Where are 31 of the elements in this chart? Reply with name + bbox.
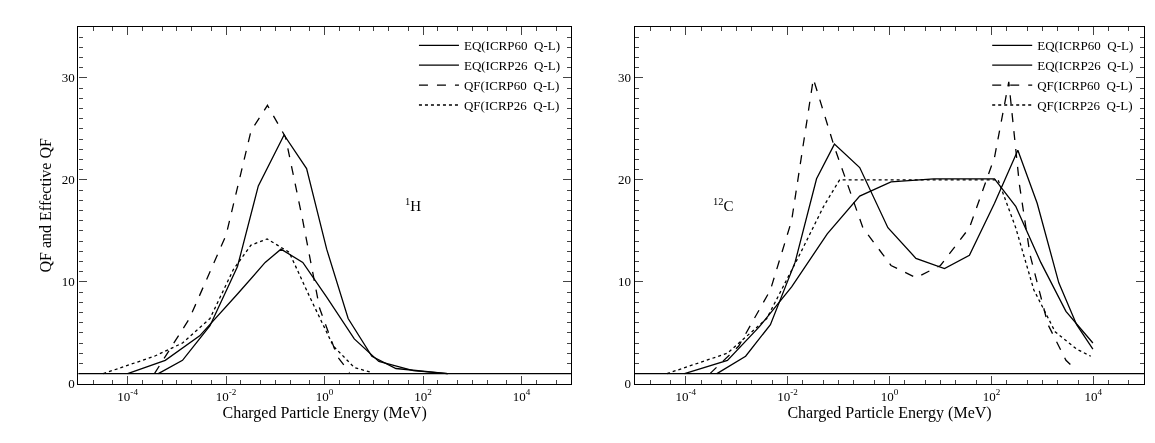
- legend-label: EQ(ICRP26 Q-L): [1037, 58, 1134, 74]
- x-tick-label: 10$^{-4}$: [675, 387, 697, 404]
- x-tick-label: 10$^{-2}$: [777, 387, 799, 404]
- y-tick-label: 20: [61, 172, 75, 188]
- legend-label: EQ(ICRP60 Q-L): [1037, 38, 1134, 54]
- y-tick-label: 0: [624, 376, 632, 392]
- y-tick-label: 10: [618, 274, 632, 290]
- x-tick-label: 10$^{4}$: [1084, 387, 1103, 404]
- annotation: $^{12}$C: [713, 196, 734, 215]
- x-tick-label: 10$^{2}$: [982, 387, 1001, 404]
- y-tick-label: 0: [68, 376, 75, 392]
- x-tick-label: 10$^{0}$: [315, 387, 334, 404]
- x-axis-title: Charged Particle Energy (MeV): [787, 404, 992, 423]
- legend-label: QF(ICRP26 Q-L): [463, 98, 560, 114]
- y-tick-label: 10: [61, 274, 75, 290]
- annotation: $^{1}$H: [405, 196, 422, 215]
- x-axis-title: Charged Particle Energy (MeV): [222, 404, 427, 423]
- legend-label: QF(ICRP60 Q-L): [463, 78, 560, 94]
- legend-label: EQ(ICRP26 Q-L): [463, 58, 560, 74]
- legend-label: QF(ICRP60 Q-L): [1037, 78, 1133, 94]
- legend-label: QF(ICRP26 Q-L): [1037, 98, 1133, 114]
- x-tick-label: 10$^{0}$: [880, 387, 899, 404]
- x-tick-label: 10$^{-4}$: [117, 387, 139, 404]
- legend-label: EQ(ICRP60 Q-L): [463, 38, 560, 54]
- y-axis-title: QF and Effective QF: [36, 138, 54, 273]
- x-tick-label: 10$^{-2}$: [215, 387, 237, 404]
- y-tick-label: 30: [618, 70, 632, 86]
- x-tick-label: 10$^{4}$: [512, 387, 531, 404]
- x-tick-label: 10$^{2}$: [414, 387, 433, 404]
- y-tick-label: 30: [61, 70, 75, 86]
- y-tick-label: 20: [618, 172, 632, 188]
